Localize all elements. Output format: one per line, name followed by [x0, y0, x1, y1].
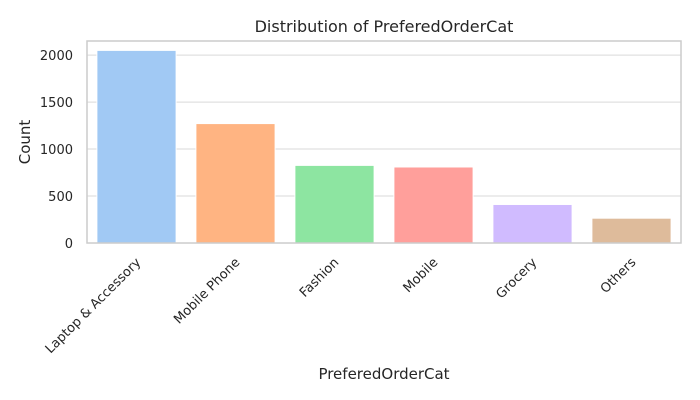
x-axis-label: PreferedOrderCat — [318, 365, 449, 383]
bar — [294, 164, 375, 244]
bar — [195, 123, 276, 244]
plot-frame — [86, 40, 682, 244]
y-tick-label: 500 — [48, 190, 73, 205]
y-tick-label: 1000 — [40, 143, 73, 158]
bar — [96, 49, 177, 244]
y-tick-label: 2000 — [40, 49, 73, 64]
y-tick-label: 1500 — [40, 96, 73, 111]
bars — [96, 49, 672, 244]
x-tick-label: Grocery — [493, 255, 540, 302]
bar — [492, 203, 573, 244]
x-tick-label: Mobile — [401, 255, 442, 296]
x-tick-labels: Laptop & Accessory Mobile Phone Fashion Mob… — [43, 255, 640, 357]
bar — [591, 217, 672, 244]
x-tick-label: Laptop & Accessory — [43, 255, 145, 357]
bar — [393, 166, 474, 244]
x-tick-label: Fashion — [297, 255, 342, 300]
x-tick-label: Mobile Phone — [171, 255, 243, 327]
y-tick-labels: 0 500 1000 1500 2000 — [40, 49, 73, 252]
x-tick-label: Others — [598, 255, 640, 297]
y-tick-label: 0 — [65, 237, 73, 252]
chart-title: Distribution of PreferedOrderCat — [255, 17, 514, 36]
y-axis-label: Count — [16, 120, 34, 165]
